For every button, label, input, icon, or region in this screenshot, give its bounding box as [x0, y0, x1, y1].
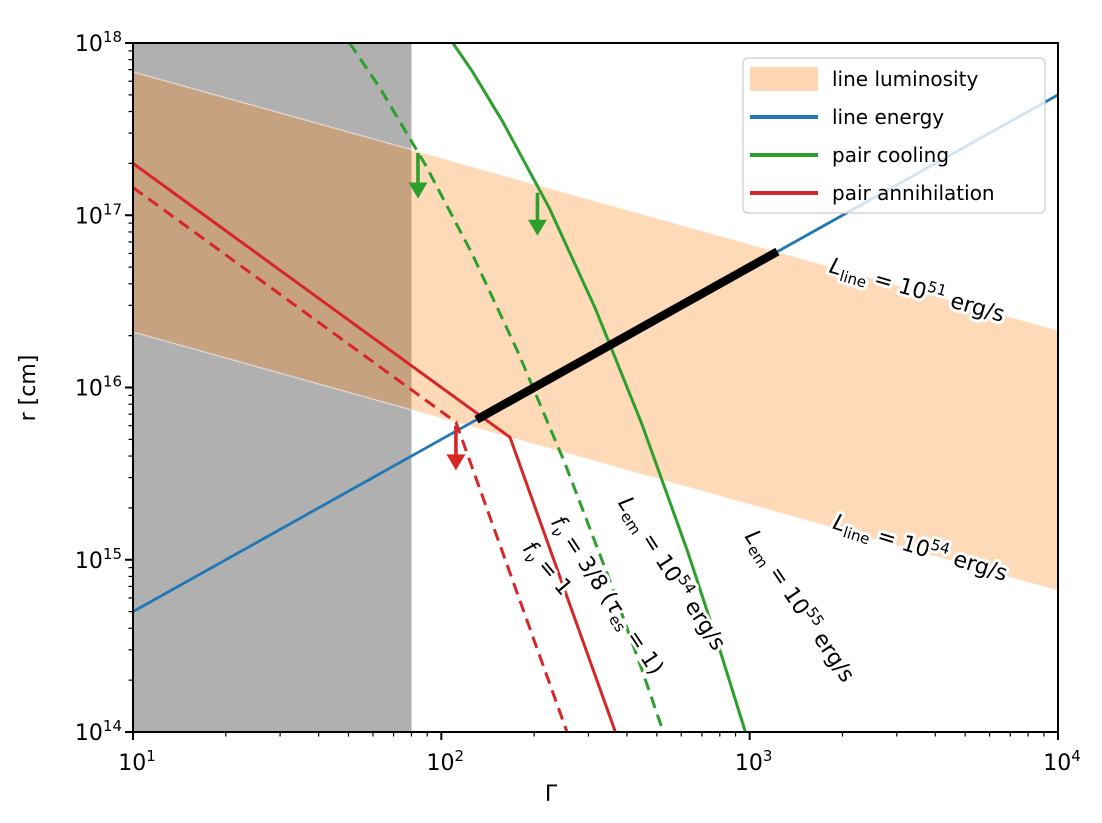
series-pair-cooling-lem-1e54: [348, 42, 665, 733]
legend-swatch-patch: [750, 67, 818, 91]
arrow-head-down-icon: [527, 219, 547, 236]
arrow-pair-cooling-1e55-upper-limit: [527, 192, 547, 236]
x-tick-label: 101: [118, 747, 156, 776]
x-axis-label: Γ: [545, 782, 558, 807]
regions-layer: [132, 43, 1059, 732]
arrow-pair-cooling-1e54-upper-limit: [408, 152, 428, 199]
x-tick-label: 102: [427, 747, 465, 776]
legend-item-line-energy: line energy: [750, 105, 944, 129]
y-tick-label: 1014: [75, 717, 122, 746]
annotation-l-em-1e55: Lem = 1055 erg/s: [737, 524, 863, 689]
arrow-head-down-icon: [408, 182, 428, 199]
line-luminosity-band-lower-edge: [132, 331, 1059, 592]
x-tick-label: 103: [735, 747, 773, 776]
x-tick-label: 104: [1043, 747, 1081, 776]
legend-item-pair-annihilation: pair annihilation: [750, 181, 995, 205]
series-layer: [132, 42, 1059, 733]
legend-item-line-luminosity: line luminosity: [750, 67, 978, 91]
y-tick-label: 1017: [75, 200, 122, 229]
legend-label: line energy: [832, 105, 944, 129]
axes-layer: 101 102 103 104 1014 1015 1016 1017 1018: [75, 28, 1081, 776]
line-luminosity-band-upper-edge: [132, 71, 1059, 331]
y-tick-label: 1018: [75, 28, 122, 57]
arrows-layer: [408, 152, 547, 471]
legend-label: line luminosity: [832, 67, 978, 91]
series-pair-annihilation-fnu-1: [132, 186, 569, 733]
y-tick-label: 1015: [75, 545, 122, 574]
series-allowed-line-energy-segment: [474, 247, 780, 424]
legend-label: pair annihilation: [832, 181, 995, 205]
arrow-pair-annihilation-upper-limit: [446, 425, 466, 471]
y-tick-label: 1016: [75, 373, 122, 402]
series-pair-cooling-lem-1e55: [451, 42, 747, 733]
arrow-head-down-icon: [446, 454, 466, 471]
legend-label: pair cooling: [832, 143, 949, 167]
y-axis-label: r [cm]: [16, 355, 41, 422]
series-pair-annihilation-fnu-38: [132, 162, 617, 733]
legend-item-pair-cooling: pair cooling: [750, 143, 949, 167]
excluded-gamma-region: [133, 43, 412, 732]
legend-layer: line luminosity line energy pair cooling pa…: [742, 57, 1046, 214]
line-luminosity-band: [133, 71, 1058, 591]
legend-box: [742, 57, 1046, 214]
